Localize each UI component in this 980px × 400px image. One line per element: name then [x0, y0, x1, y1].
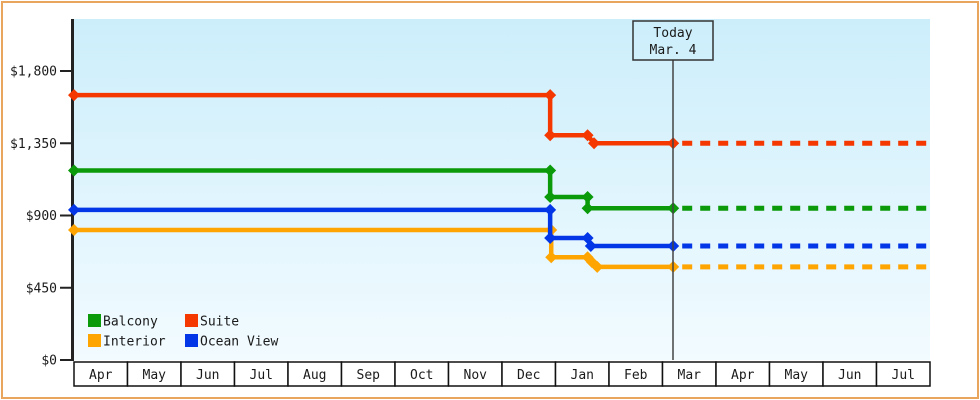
y-tick-label: $1,350: [10, 137, 57, 152]
month-cell-label: Feb: [624, 368, 648, 383]
month-cell-label: Nov: [464, 368, 488, 383]
y-tick-label: $0: [41, 354, 57, 369]
data-point-marker: [591, 260, 604, 273]
month-cell: [287, 361, 343, 387]
month-cell-label: Jul: [250, 368, 273, 383]
legend-swatch-suite: [185, 314, 198, 327]
month-cell: [180, 361, 236, 387]
month-cell-label: Apr: [731, 368, 755, 383]
month-cell-label: Jun: [838, 368, 861, 383]
month-cell-label: Mar: [678, 368, 702, 383]
legend-label-balcony: Balcony: [103, 315, 158, 330]
month-cell-label: Dec: [517, 368, 540, 383]
data-point-marker: [68, 89, 80, 102]
legend-swatch-balcony: [88, 314, 101, 327]
plot-area: [74, 19, 930, 360]
y-tick-label: $450: [26, 281, 57, 296]
month-cell: [447, 361, 503, 387]
data-point-marker: [544, 191, 557, 204]
month-cell-label: Aug: [303, 368, 326, 383]
y-axis: $1,800 $1,350 $900 $450 $0: [10, 19, 74, 369]
data-point-marker: [581, 202, 594, 215]
data-point-marker: [545, 251, 558, 264]
month-cell: [661, 361, 717, 387]
today-box-line2: Mar. 4: [650, 43, 697, 58]
y-tick-label: $1,800: [10, 65, 57, 80]
today-box: [632, 20, 714, 61]
month-cell-label: Jul: [892, 368, 915, 383]
series-line-balcony: [74, 168, 674, 211]
data-point-marker: [544, 164, 557, 177]
legend-label-interior: Interior: [103, 335, 166, 350]
y-tick-label: $900: [26, 209, 57, 224]
month-cell-label: May: [785, 368, 809, 383]
data-point-marker: [68, 223, 80, 236]
legend: Balcony Suite Interior Ocean View: [88, 314, 278, 350]
today-box-line1: Today: [653, 26, 692, 41]
x-axis-month-row: Apr May Jun Jul Aug Sep Oct Nov Dec Jan Feb Mar Apr M…: [73, 361, 931, 387]
month-cell-label: Jun: [196, 368, 219, 383]
plot-background: [74, 19, 930, 360]
month-cell-label: Sep: [357, 368, 381, 383]
month-cell-label: May: [143, 368, 167, 383]
series-line-suite: [74, 92, 674, 146]
legend-label-ocean-view: Ocean View: [200, 335, 278, 350]
month-cell: [394, 361, 450, 387]
data-point-marker: [588, 137, 601, 150]
month-cell: [554, 361, 610, 387]
today-marker: Today Mar. 4: [632, 20, 714, 360]
legend-swatch-interior: [88, 334, 101, 347]
month-cell: [501, 361, 557, 387]
data-point-marker: [544, 129, 557, 142]
data-point-marker: [68, 164, 80, 177]
data-point-marker: [581, 129, 594, 142]
data-point-marker: [544, 89, 557, 102]
data-point-marker: [581, 191, 594, 204]
month-cell: [608, 361, 664, 387]
month-cell-label: Apr: [89, 368, 113, 383]
month-cell: [715, 361, 771, 387]
data-point-marker: [68, 203, 80, 216]
month-cell: [233, 361, 289, 387]
legend-swatch-ocean-view: [185, 334, 198, 347]
data-point-marker: [544, 231, 557, 244]
data-point-marker: [584, 240, 597, 253]
series-line-ocean-view: [74, 207, 674, 249]
month-cell-label: Oct: [410, 368, 433, 383]
month-cell-label: Jan: [571, 368, 594, 383]
legend-label-suite: Suite: [200, 315, 239, 330]
month-cell: [875, 361, 931, 387]
data-point-marker: [544, 203, 557, 216]
